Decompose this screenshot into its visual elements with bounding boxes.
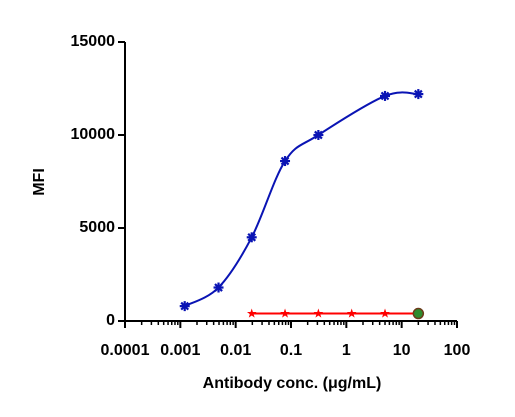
point	[413, 89, 424, 100]
point-ray	[314, 130, 323, 140]
point	[280, 156, 291, 167]
y-tick-label: 15000	[71, 33, 116, 50]
y-axis-title: MFI	[31, 168, 48, 196]
point-ray	[214, 283, 223, 292]
point	[280, 308, 290, 318]
point	[380, 308, 390, 318]
point	[246, 308, 257, 318]
x-tick-label: 100	[444, 342, 471, 359]
y-tick-label: 5000	[79, 219, 115, 236]
point-ray	[180, 301, 190, 311]
point	[213, 282, 224, 293]
fit-curve	[184, 91, 419, 308]
point-ray	[380, 91, 390, 101]
point-ray	[280, 156, 290, 166]
y-tick-label: 0	[106, 312, 115, 329]
x-tick-label: 0.001	[160, 342, 200, 359]
x-tick-label: 0.0001	[101, 342, 150, 359]
x-tick-label: 1	[342, 342, 351, 359]
x-tick-label: 10	[393, 342, 411, 359]
x-axis-title: Antibody conc. (μg/mL)	[203, 375, 382, 392]
point	[313, 130, 324, 140]
y-tick-label: 10000	[71, 126, 116, 143]
point-ray	[247, 232, 257, 242]
point	[179, 301, 190, 312]
series	[246, 308, 424, 318]
series	[412, 307, 425, 320]
series	[179, 89, 424, 312]
point	[346, 308, 357, 318]
point	[313, 308, 324, 318]
point	[412, 307, 425, 320]
x-tick-label: 0.1	[280, 342, 302, 359]
point	[246, 232, 257, 243]
point	[380, 90, 391, 101]
x-tick-label: 0.01	[220, 342, 251, 359]
point-ray	[414, 89, 423, 99]
